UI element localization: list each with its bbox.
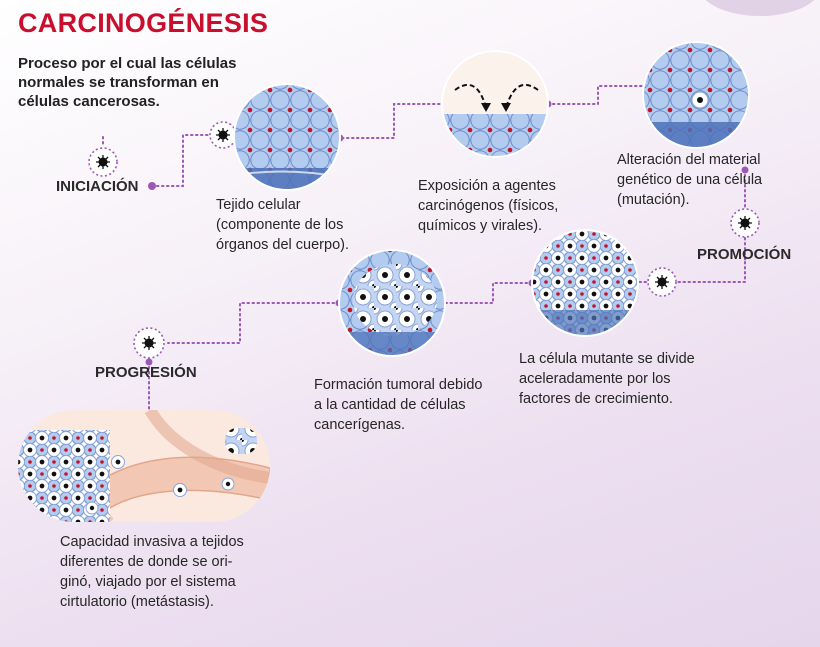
caption-divide: La célula mutante se divide aceleradamen…	[519, 351, 695, 407]
corner-decoration	[705, 0, 815, 16]
metastasis-illustration	[18, 410, 270, 522]
stage-label-progresion: PROGRESIÓN	[95, 364, 197, 381]
caption-formacion: Formación tumoral debido a la cantidad d…	[314, 377, 483, 433]
tumor-formation-illustration	[338, 249, 446, 357]
caption-alteracion: Alteración del material genético de una …	[617, 152, 763, 208]
caption-invasiva: Capacidad invasiva a tejidos diferentes …	[60, 534, 244, 610]
caption-tejido: Tejido celular (componente de los órgano…	[216, 197, 349, 253]
carcinogen-exposure-illustration	[441, 50, 549, 158]
page-title: CARCINOGÉNESIS	[18, 8, 269, 38]
page-subtitle: Proceso por el cual las células normales…	[18, 55, 237, 110]
mutant-cell-icons	[88, 121, 760, 443]
stage-label-promocion: PROMOCIÓN	[697, 246, 792, 263]
cell-division-illustration	[531, 229, 639, 337]
caption-exposicion: Exposición a agentes carcinógenos (físic…	[418, 178, 559, 234]
mutation-illustration	[642, 41, 750, 149]
stage-label-iniciacion: INICIACIÓN	[56, 178, 139, 195]
